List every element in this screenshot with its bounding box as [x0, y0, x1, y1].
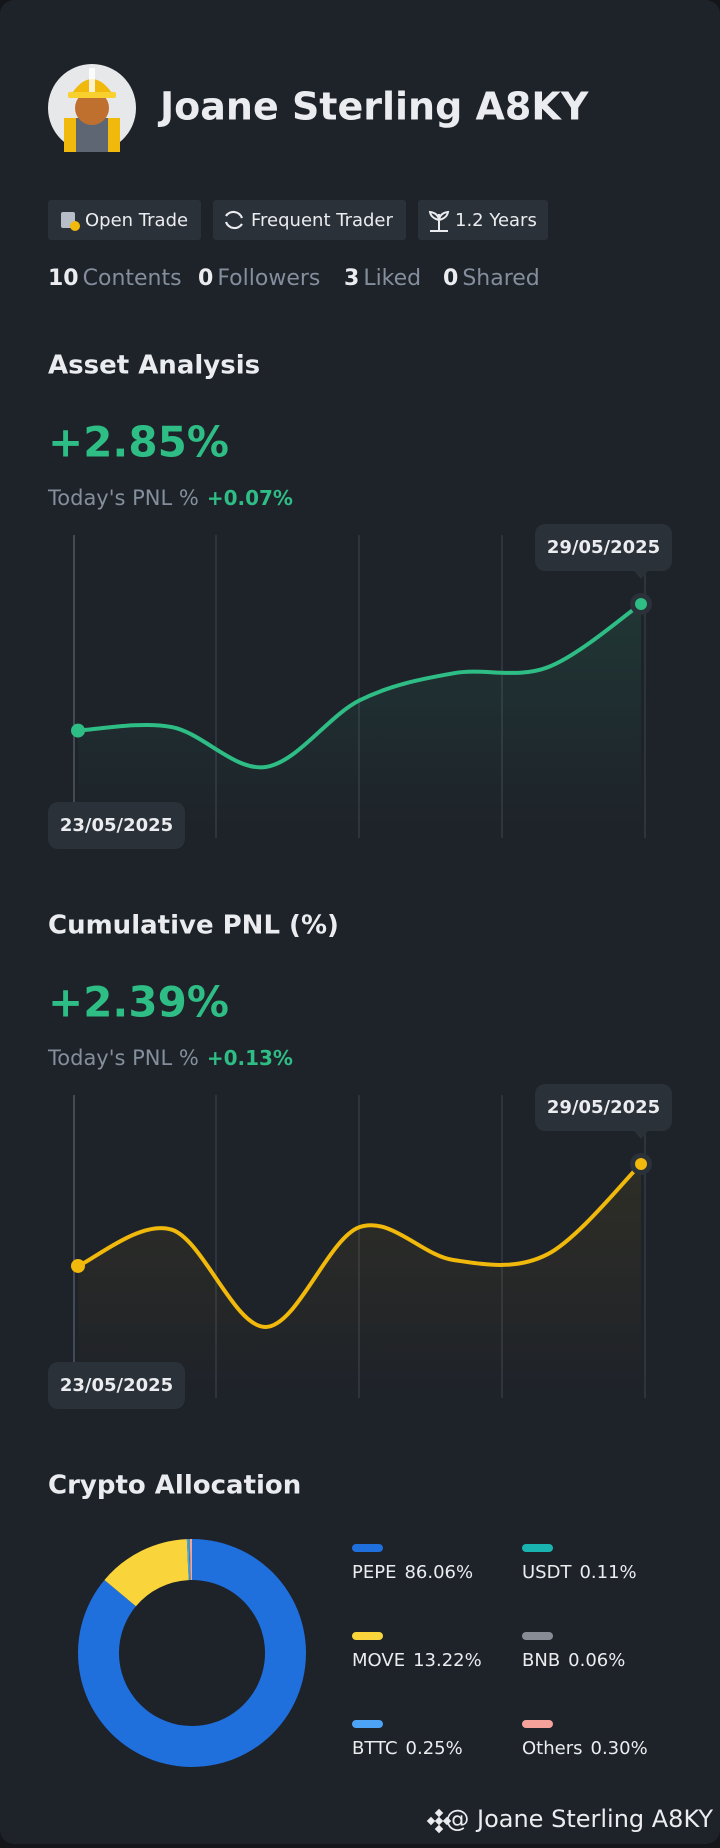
logo-part — [442, 1816, 452, 1826]
stat: 0 Followers — [198, 266, 320, 291]
today-value: +0.07% — [207, 486, 293, 510]
logo-part — [434, 1808, 444, 1818]
today-label: Today's PNL % — [47, 486, 199, 510]
legend-swatch — [352, 1632, 383, 1640]
tag: 1.2 Years — [418, 200, 548, 240]
date-tooltip — [48, 802, 185, 849]
section-title: Crypto Allocation — [48, 1471, 301, 1501]
avatar — [48, 64, 136, 152]
stat-label: Followers — [217, 266, 320, 291]
stat-label: Shared — [462, 266, 539, 291]
date-tooltip — [48, 1362, 185, 1409]
line — [76, 602, 643, 770]
stat: 0 Shared — [443, 266, 540, 291]
donut-segment — [186, 1539, 190, 1581]
legend-name: Others — [522, 1738, 583, 1759]
headline-value: +2.85% — [48, 418, 229, 467]
stat-value: 0 — [198, 266, 213, 291]
date-tooltip — [535, 1084, 672, 1131]
point — [71, 1258, 85, 1273]
footer-logo — [426, 1808, 452, 1834]
legend-swatch — [522, 1720, 553, 1728]
start-date: 23/05/2025 — [60, 1375, 173, 1396]
start-date: 23/05/2025 — [60, 815, 173, 836]
point — [635, 1158, 647, 1170]
legend-item: PEPE 86.06% — [352, 1562, 473, 1583]
legend-item: MOVE 13.22% — [352, 1650, 482, 1671]
legend-item: Others 0.30% — [522, 1738, 648, 1759]
tag: Open Trade — [48, 200, 201, 240]
date-tooltip — [535, 524, 672, 571]
area — [78, 1164, 641, 1398]
logo-part — [426, 1816, 436, 1826]
legend-name: USDT — [522, 1562, 572, 1583]
legend-item: BNB 0.06% — [522, 1650, 625, 1671]
stat-label: Liked — [363, 266, 421, 291]
tag-label: Frequent Trader — [251, 210, 393, 231]
stat-value: 3 — [344, 266, 359, 291]
legend-value: 0.25% — [406, 1738, 463, 1759]
legend-swatch — [522, 1544, 553, 1552]
section-title: Cumulative PNL (%) — [48, 911, 339, 941]
section-title: Asset Analysis — [48, 351, 260, 381]
area — [78, 604, 641, 838]
legend-value: 0.11% — [579, 1562, 636, 1583]
footer-handle: @ Joane Sterling A8KY — [445, 1805, 713, 1833]
line — [76, 1162, 643, 1330]
legend-value: 0.06% — [568, 1650, 625, 1671]
legend-swatch — [522, 1632, 553, 1640]
today-label: Today's PNL % — [47, 1046, 199, 1070]
tag-label: 1.2 Years — [455, 210, 537, 231]
tag: Frequent Trader — [213, 200, 406, 240]
legend-name: PEPE — [352, 1562, 396, 1583]
legend-value: 86.06% — [404, 1562, 473, 1583]
legend-name: BTTC — [352, 1738, 398, 1759]
legend-name: BNB — [522, 1650, 560, 1671]
legend-swatch — [352, 1544, 383, 1552]
stat-value: 0 — [443, 266, 458, 291]
today-pnl: Today's PNL % +0.07% — [47, 486, 293, 511]
donut-segment — [189, 1539, 191, 1581]
point — [71, 723, 85, 738]
tooltip-pointer — [634, 571, 648, 579]
logo-part — [434, 1816, 444, 1826]
stat-value: 10 — [48, 266, 79, 291]
tag-label: Open Trade — [85, 210, 188, 231]
donut-segment — [104, 1539, 189, 1607]
headline-value: +2.39% — [48, 978, 229, 1027]
stat: 10 Contents — [48, 266, 182, 291]
legend-value: 13.22% — [413, 1650, 482, 1671]
user-name: Joane Sterling A8KY — [157, 85, 589, 129]
donut-segment — [189, 1539, 192, 1581]
today-pnl: Today's PNL % +0.13% — [47, 1046, 293, 1071]
stat: 3 Liked — [344, 266, 421, 291]
legend-item: BTTC 0.25% — [352, 1738, 463, 1759]
legend-item: USDT 0.11% — [522, 1562, 637, 1583]
legend-name: MOVE — [352, 1650, 405, 1671]
today-value: +0.13% — [207, 1046, 293, 1070]
tooltip-pointer — [634, 1131, 648, 1139]
point — [635, 598, 647, 610]
legend-swatch — [352, 1720, 383, 1728]
donut-segment — [188, 1539, 191, 1581]
end-date: 29/05/2025 — [547, 537, 660, 558]
stat-label: Contents — [83, 266, 182, 291]
legend-value: 0.30% — [591, 1738, 648, 1759]
end-date: 29/05/2025 — [547, 1097, 660, 1118]
logo-part — [434, 1824, 444, 1834]
donut-segment — [78, 1539, 307, 1767]
